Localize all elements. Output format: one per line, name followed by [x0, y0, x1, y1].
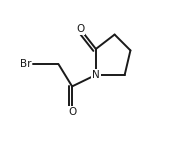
- Text: O: O: [68, 107, 76, 117]
- Text: O: O: [76, 24, 84, 34]
- Text: Br: Br: [20, 59, 31, 69]
- Text: N: N: [92, 70, 100, 80]
